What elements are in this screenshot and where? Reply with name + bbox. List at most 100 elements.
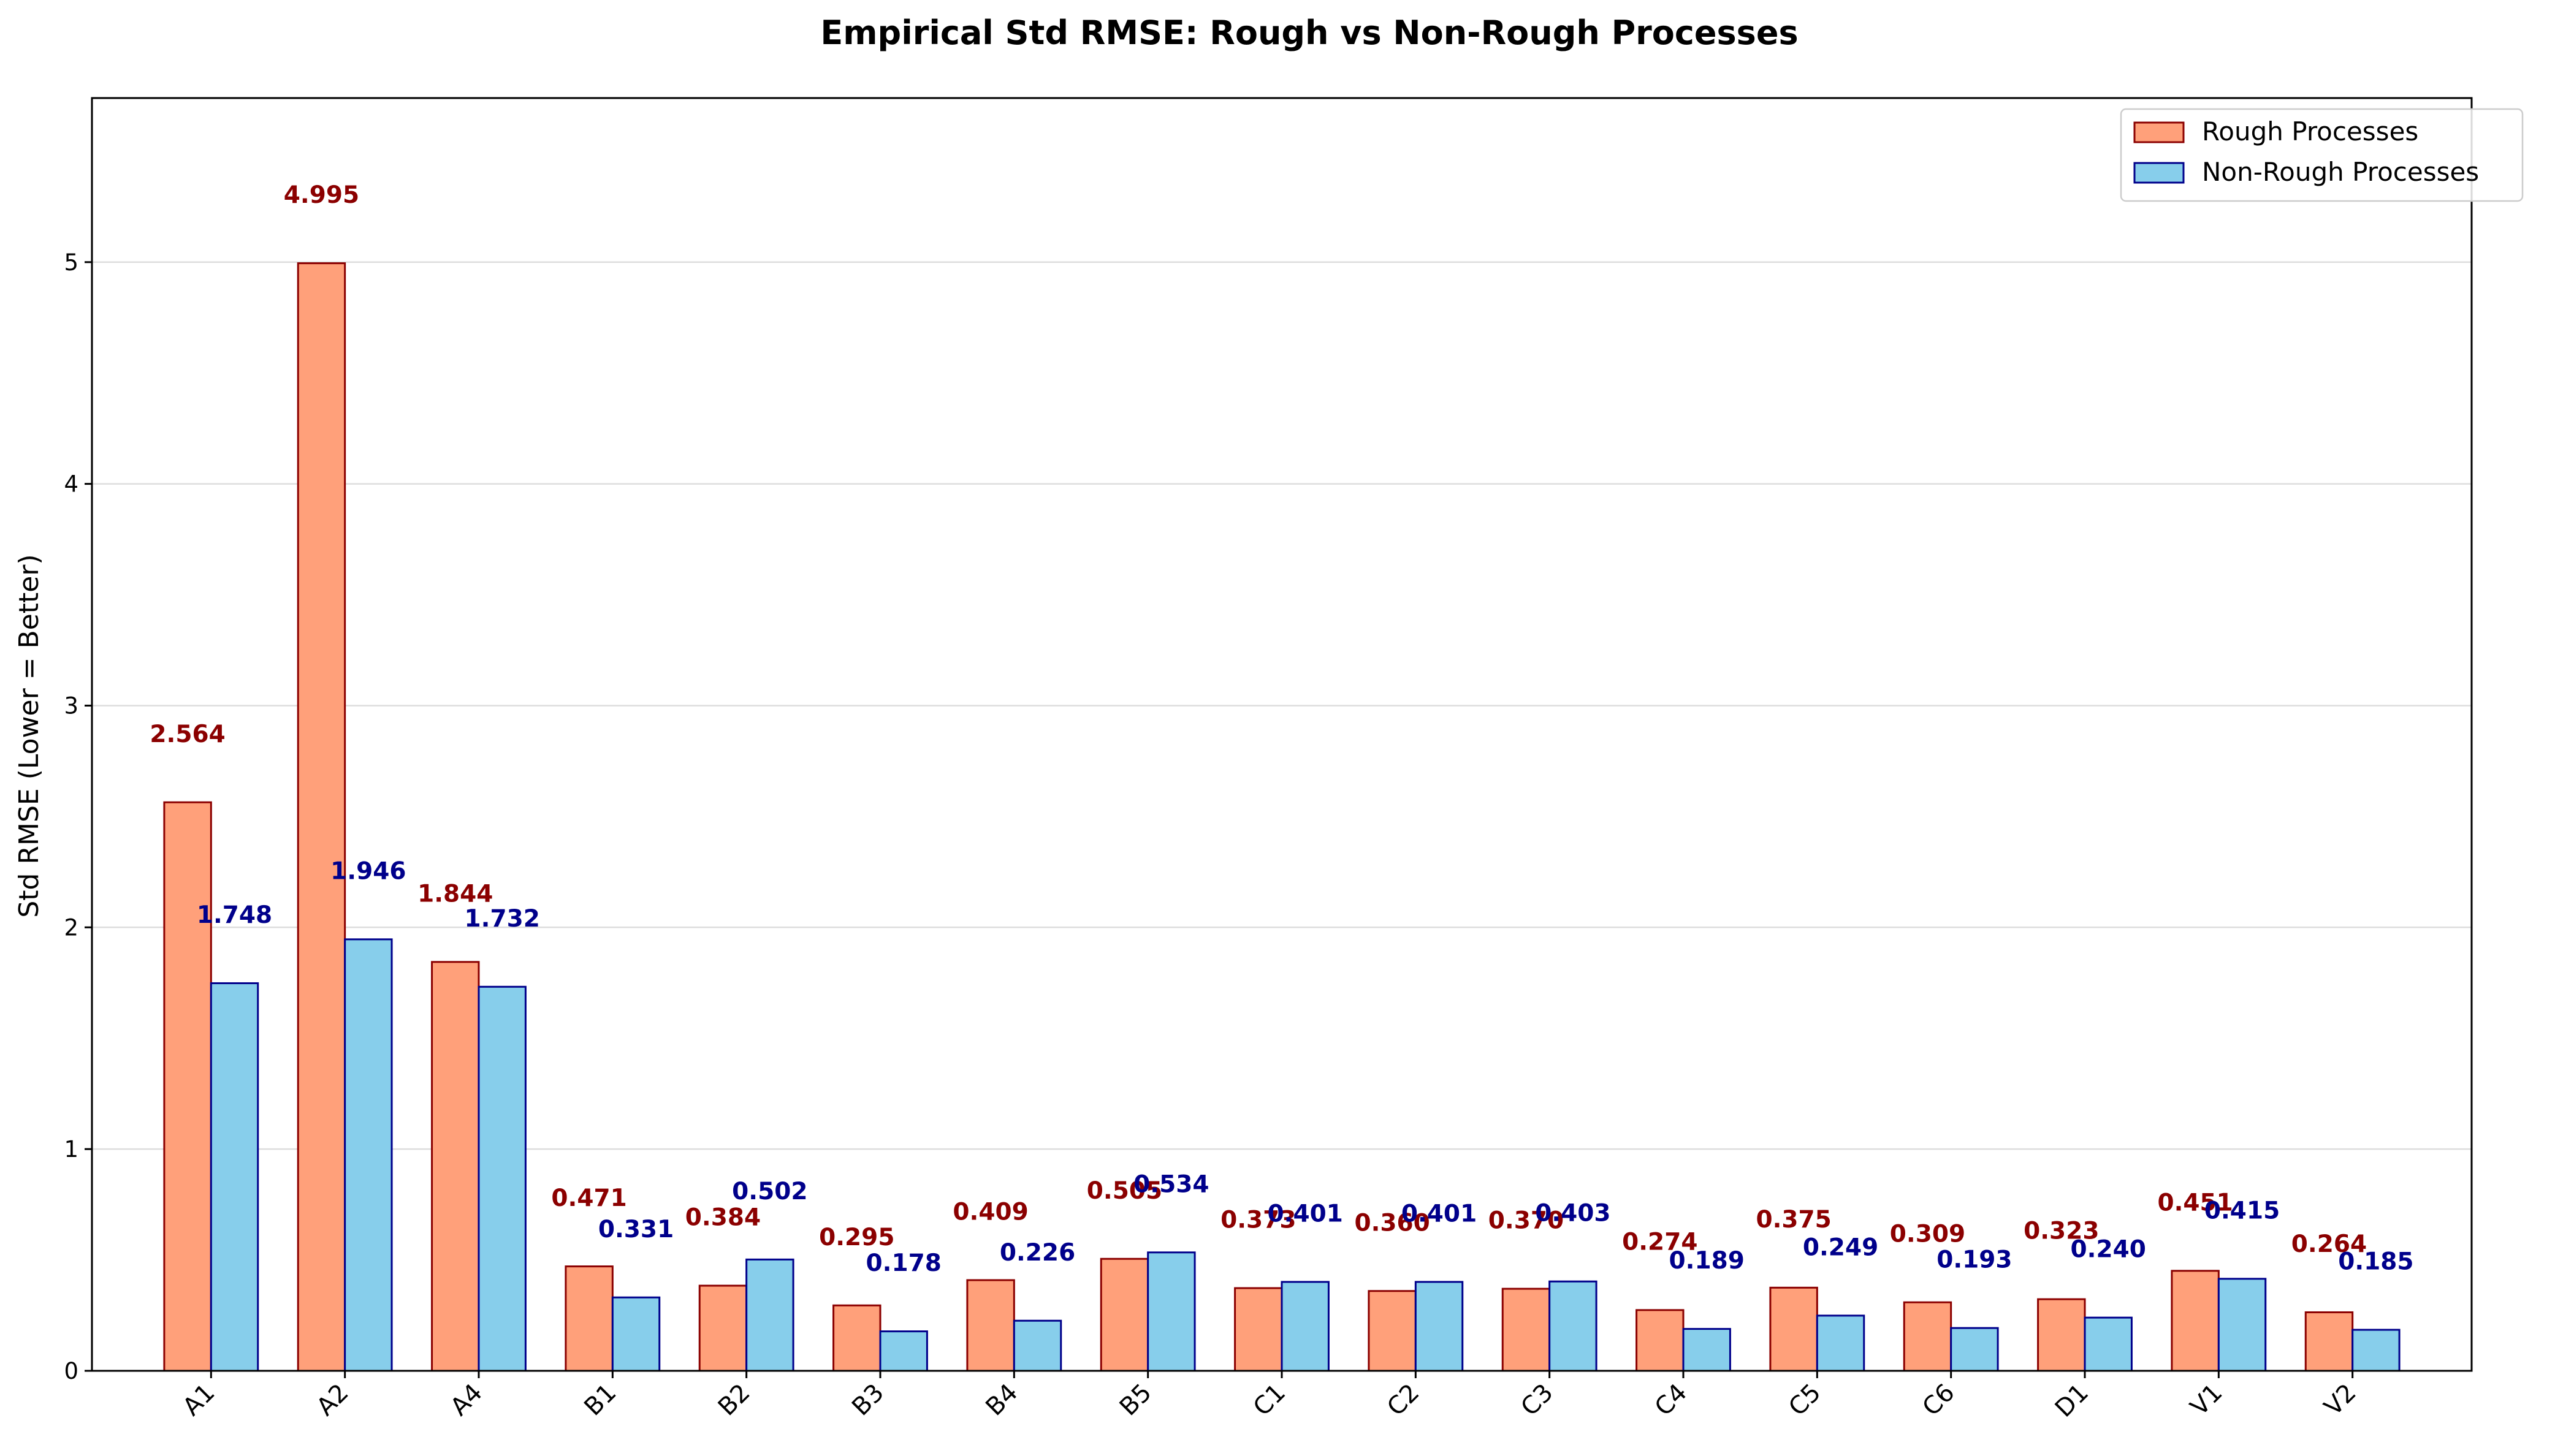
rough-bar: [1501, 1287, 1551, 1372]
rough-value-label: 0.451: [2157, 1189, 2233, 1216]
y-tick-label: 0: [64, 1358, 78, 1384]
non-rough-bar: [611, 1296, 661, 1372]
y-tick-label: 3: [64, 692, 78, 719]
x-tick-label: B4: [980, 1379, 1023, 1422]
y-tick-label: 2: [64, 914, 78, 941]
x-tick-label: C1: [1248, 1379, 1291, 1422]
rough-bar: [832, 1304, 881, 1372]
non-rough-bar: [1013, 1319, 1062, 1372]
non-rough-bar: [1414, 1281, 1464, 1372]
non-rough-value-label: 0.534: [1133, 1170, 1209, 1198]
x-tick-label: A1: [178, 1379, 221, 1422]
non-rough-bar: [210, 982, 259, 1372]
rough-bar: [1368, 1290, 1417, 1372]
non-rough-value-label: 0.331: [598, 1216, 674, 1243]
rough-value-label: 4.995: [284, 181, 359, 209]
y-tick-label: 4: [64, 471, 78, 498]
non-rough-value-label: 0.401: [1401, 1200, 1477, 1227]
x-tick-label: V1: [2185, 1379, 2228, 1422]
rough-value-label: 2.564: [150, 721, 225, 748]
non-rough-value-label: 0.403: [1535, 1200, 1610, 1227]
non-rough-value-label: 0.249: [1803, 1234, 1878, 1261]
x-tick-label: A2: [311, 1379, 354, 1422]
rough-bar: [1234, 1287, 1283, 1372]
rough-bar: [565, 1265, 614, 1372]
legend-label-non-rough: Non-Rough Processes: [2202, 157, 2479, 187]
y-tick-label: 5: [64, 249, 78, 276]
rough-bar: [698, 1284, 748, 1372]
legend-swatch-non-rough: [2133, 162, 2185, 184]
rough-value-label: 0.274: [1622, 1228, 1697, 1256]
non-rough-bar: [1682, 1328, 1731, 1372]
rough-bar: [1903, 1301, 1952, 1372]
rough-value-label: 0.323: [2024, 1218, 2099, 1245]
non-rough-bar: [1548, 1280, 1597, 1372]
x-tick-label: B3: [847, 1379, 889, 1422]
rough-bar: [2304, 1311, 2354, 1372]
x-tick-label: C2: [1382, 1379, 1425, 1422]
non-rough-bar: [2351, 1329, 2401, 1372]
non-rough-value-label: 0.240: [2071, 1236, 2146, 1264]
x-tick-label: B5: [1114, 1379, 1157, 1422]
rough-value-label: 0.309: [1890, 1221, 1965, 1248]
non-rough-bar: [478, 985, 527, 1372]
rough-value-label: 0.295: [819, 1224, 894, 1251]
rough-value-label: 0.505: [1087, 1177, 1162, 1205]
non-rough-bar: [344, 938, 393, 1372]
rough-value-label: 0.373: [1220, 1207, 1296, 1234]
rough-value-label: 0.375: [1756, 1206, 1831, 1234]
rough-bar: [1100, 1257, 1149, 1372]
non-rough-value-label: 0.189: [1669, 1247, 1745, 1275]
x-tick-label: B2: [713, 1379, 756, 1422]
rough-value-label: 0.360: [1354, 1209, 1430, 1237]
non-rough-bar: [879, 1330, 928, 1372]
rough-bar: [297, 262, 346, 1372]
legend-label-rough: Rough Processes: [2202, 116, 2418, 146]
rough-bar: [1635, 1309, 1685, 1372]
non-rough-value-label: 1.748: [197, 901, 272, 929]
non-rough-bar: [745, 1258, 794, 1372]
x-tick-label: D1: [2050, 1379, 2094, 1423]
x-tick-label: B1: [579, 1379, 622, 1422]
x-tick-label: C3: [1515, 1379, 1558, 1422]
y-tick-label: 1: [64, 1136, 78, 1162]
legend-swatch-rough: [2133, 121, 2185, 143]
non-rough-value-label: 0.185: [2338, 1248, 2413, 1276]
rough-bar: [163, 801, 212, 1372]
rough-value-label: 0.264: [2291, 1230, 2367, 1258]
rough-bar: [966, 1279, 1015, 1372]
legend-box: [2120, 108, 2524, 202]
x-tick-label: A4: [445, 1379, 488, 1422]
non-rough-value-label: 0.415: [2204, 1197, 2280, 1224]
non-rough-value-label: 0.193: [1936, 1246, 2012, 1274]
rough-value-label: 0.370: [1488, 1207, 1564, 1235]
rough-value-label: 0.471: [551, 1185, 626, 1212]
x-tick-label: V2: [2319, 1379, 2362, 1422]
rough-value-label: 1.844: [417, 880, 493, 908]
rough-bar: [2171, 1270, 2220, 1372]
non-rough-value-label: 0.226: [1000, 1239, 1075, 1267]
non-rough-bar: [2217, 1278, 2267, 1372]
chart-title: Empirical Std RMSE: Rough vs Non-Rough P…: [820, 13, 1798, 52]
non-rough-value-label: 0.178: [866, 1249, 942, 1277]
x-tick-label: C6: [1917, 1379, 1960, 1422]
non-rough-value-label: 0.502: [732, 1178, 807, 1205]
non-rough-bar: [2084, 1316, 2133, 1372]
x-tick-label: C5: [1783, 1379, 1826, 1422]
non-rough-bar: [1281, 1281, 1330, 1372]
rough-value-label: 0.384: [685, 1204, 761, 1232]
rough-bar: [2037, 1298, 2086, 1372]
non-rough-value-label: 0.401: [1268, 1200, 1343, 1227]
non-rough-bar: [1950, 1327, 1999, 1372]
non-rough-bar: [1147, 1251, 1196, 1372]
rough-value-label: 0.409: [953, 1199, 1028, 1226]
non-rough-value-label: 1.946: [330, 857, 406, 885]
non-rough-bar: [1816, 1314, 1865, 1372]
rough-bar: [431, 961, 480, 1372]
rough-bar: [1769, 1286, 1818, 1372]
non-rough-value-label: 1.732: [465, 905, 540, 933]
y-axis-label: Std RMSE (Lower = Better): [13, 554, 45, 917]
x-tick-label: C4: [1650, 1379, 1693, 1422]
